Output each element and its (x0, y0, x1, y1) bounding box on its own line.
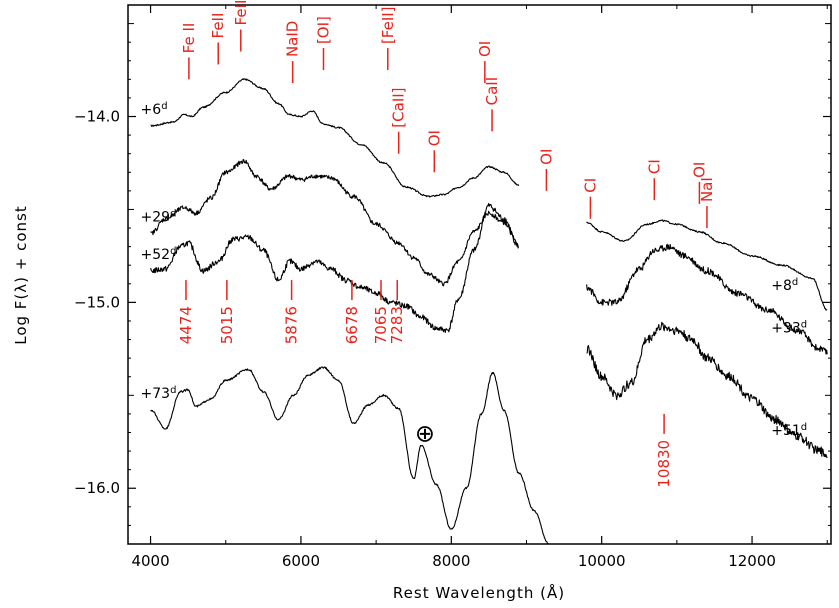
epoch-label: +33d (771, 320, 807, 337)
line-id-label: [OI] (314, 16, 332, 44)
line-id-label: Fe II (180, 23, 198, 54)
telluric-symbol: ⊕ (415, 419, 435, 447)
epoch-label: +51d (771, 422, 807, 439)
x-axis-label: Rest Wavelength (Å) (393, 583, 565, 602)
line-id-label: [CaII] (390, 87, 408, 127)
epoch-label: +6d (141, 101, 168, 118)
line-id-label: OI (537, 149, 555, 165)
epoch-label: +52d (141, 246, 177, 263)
axis-ticks: 4000 6000 8000 10000 12000 −14.0 −15.0 −16.0 (74, 4, 831, 570)
he-line-label: 5876 (283, 306, 301, 344)
x-tick-label: 10000 (578, 552, 626, 570)
epoch-label: +29d (141, 209, 177, 226)
x-tick-label: 4000 (131, 552, 169, 570)
he-line-label: 4474 (177, 306, 195, 344)
line-id-label: CI (645, 159, 663, 174)
epoch-label: +8d (771, 277, 798, 294)
line-id-label: OI (425, 130, 443, 146)
x-tick-label: 6000 (282, 552, 320, 570)
y-axis-label: Log F(λ) + const (12, 205, 30, 345)
spectrum-line (586, 243, 828, 355)
line-id-label: FeII (232, 0, 250, 25)
he-line-label: 5015 (218, 306, 236, 344)
epoch-labels: +6d +29d +52d +73d +8d +33d +51d (141, 101, 808, 439)
y-tick-label: −14.0 (74, 108, 120, 126)
x-tick-label: 8000 (432, 552, 470, 570)
spectrum-line (586, 219, 828, 311)
spectrum-line (150, 366, 549, 545)
spectrum-line (150, 203, 519, 333)
line-id-label: CI (581, 178, 599, 193)
spectra-group (150, 78, 828, 545)
he-line-label: 10830 (655, 440, 673, 488)
line-id-label: CaII (483, 77, 501, 106)
line-id-label: NaID (284, 21, 302, 57)
spectrum-line (586, 321, 828, 459)
plot-frame (127, 4, 832, 545)
line-annotations: Fe II FeII FeII NaID [OI] [CaII] [FeII] OI CaII O… (177, 0, 716, 488)
line-id-label: NaI (698, 177, 716, 202)
he-line-label: 6678 (343, 306, 361, 344)
y-tick-label: −15.0 (74, 293, 120, 311)
line-id-label: OI (690, 162, 708, 178)
spectrum-line (150, 78, 520, 198)
epoch-label: +73d (141, 385, 177, 402)
he-line-label: 7065 (372, 306, 390, 344)
line-id-label: [FeII] (379, 6, 397, 44)
line-id-label: FeII (209, 13, 227, 39)
he-line-label: 7283 (388, 306, 406, 344)
spectrum-line (150, 158, 520, 287)
y-tick-label: −16.0 (74, 479, 120, 497)
line-id-label: OI (476, 41, 494, 57)
x-tick-label: 12000 (728, 552, 776, 570)
